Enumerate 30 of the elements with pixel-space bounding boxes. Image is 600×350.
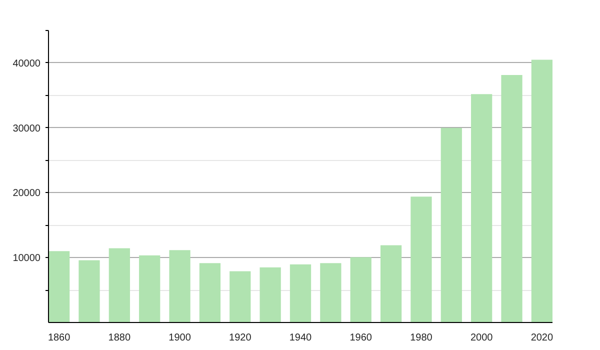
x-tick-label: 1920	[229, 332, 252, 344]
x-tick-label: 1940	[289, 332, 312, 344]
bar	[380, 245, 402, 322]
bar	[290, 264, 312, 322]
x-tick-label: 1900	[168, 332, 192, 344]
bar	[471, 94, 492, 322]
x-tick-label: 1960	[350, 332, 372, 344]
x-tick-label: 1980	[410, 332, 433, 344]
y-tick-label: 40000	[12, 58, 41, 70]
bar	[169, 250, 190, 322]
bar	[410, 196, 432, 322]
bar	[531, 60, 552, 322]
bar	[199, 263, 221, 322]
bar	[350, 257, 372, 322]
bar	[260, 267, 281, 322]
bar	[440, 128, 462, 322]
bar	[78, 260, 100, 322]
bar	[501, 74, 522, 322]
y-tick-label: 30000	[12, 123, 41, 134]
bar	[108, 248, 130, 322]
bar	[320, 263, 342, 322]
y-tick-label: 10000	[12, 253, 41, 264]
bar	[139, 255, 160, 322]
bar	[48, 251, 70, 322]
x-tick-label: 1860	[48, 332, 71, 344]
x-tick-label: 2020	[530, 332, 554, 344]
x-tick-label: 2000	[470, 332, 494, 344]
y-tick-label: 20000	[12, 188, 41, 200]
bar	[230, 271, 251, 322]
x-tick-label: 1880	[108, 332, 131, 344]
